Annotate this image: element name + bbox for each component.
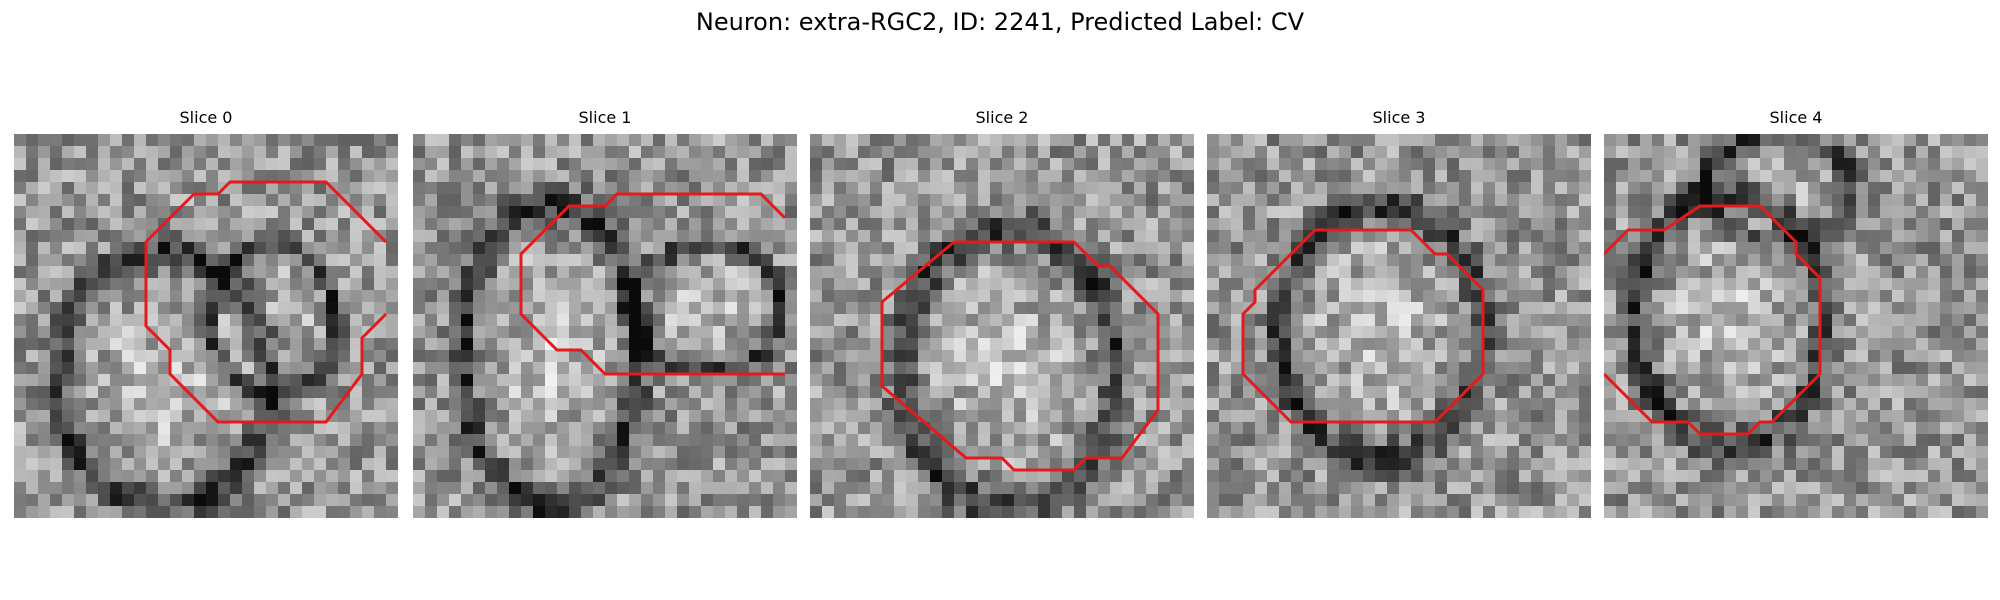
slice-title-2: Slice 2: [975, 108, 1029, 127]
slice-title-4: Slice 4: [1769, 108, 1823, 127]
slice-panel-3: Slice 3: [1207, 106, 1591, 518]
figure-title: Neuron: extra-RGC2, ID: 2241, Predicted …: [695, 8, 1305, 36]
slice-panel-0: Slice 0: [14, 106, 398, 518]
slice-title-3: Slice 3: [1372, 108, 1426, 127]
slice-image-1: [413, 134, 797, 518]
slice-panel-2: Slice 2: [810, 106, 1194, 518]
slice-image-0: [14, 134, 398, 518]
pixel-grid-3: [1207, 134, 1591, 518]
pixel-grid-4: [1604, 134, 1988, 518]
contour-line-4: [1604, 204, 1822, 436]
slice-panel-1: Slice 1: [413, 106, 797, 518]
contour-line-1: [519, 192, 787, 376]
slice-image-2: [810, 134, 1194, 518]
slice-panel-4: Slice 4: [1604, 106, 1988, 518]
contour-line-3: [1241, 228, 1485, 424]
contour-line-2: [880, 240, 1160, 472]
slice-image-3: [1207, 134, 1591, 518]
slice-image-4: [1604, 134, 1988, 518]
contour-line-0: [144, 180, 388, 424]
pixel-grid-2: [810, 134, 1194, 518]
pixel-grid-1: [413, 134, 797, 518]
pixel-grid-0: [14, 134, 398, 518]
slice-title-1: Slice 1: [578, 108, 632, 127]
slice-title-0: Slice 0: [179, 108, 233, 127]
